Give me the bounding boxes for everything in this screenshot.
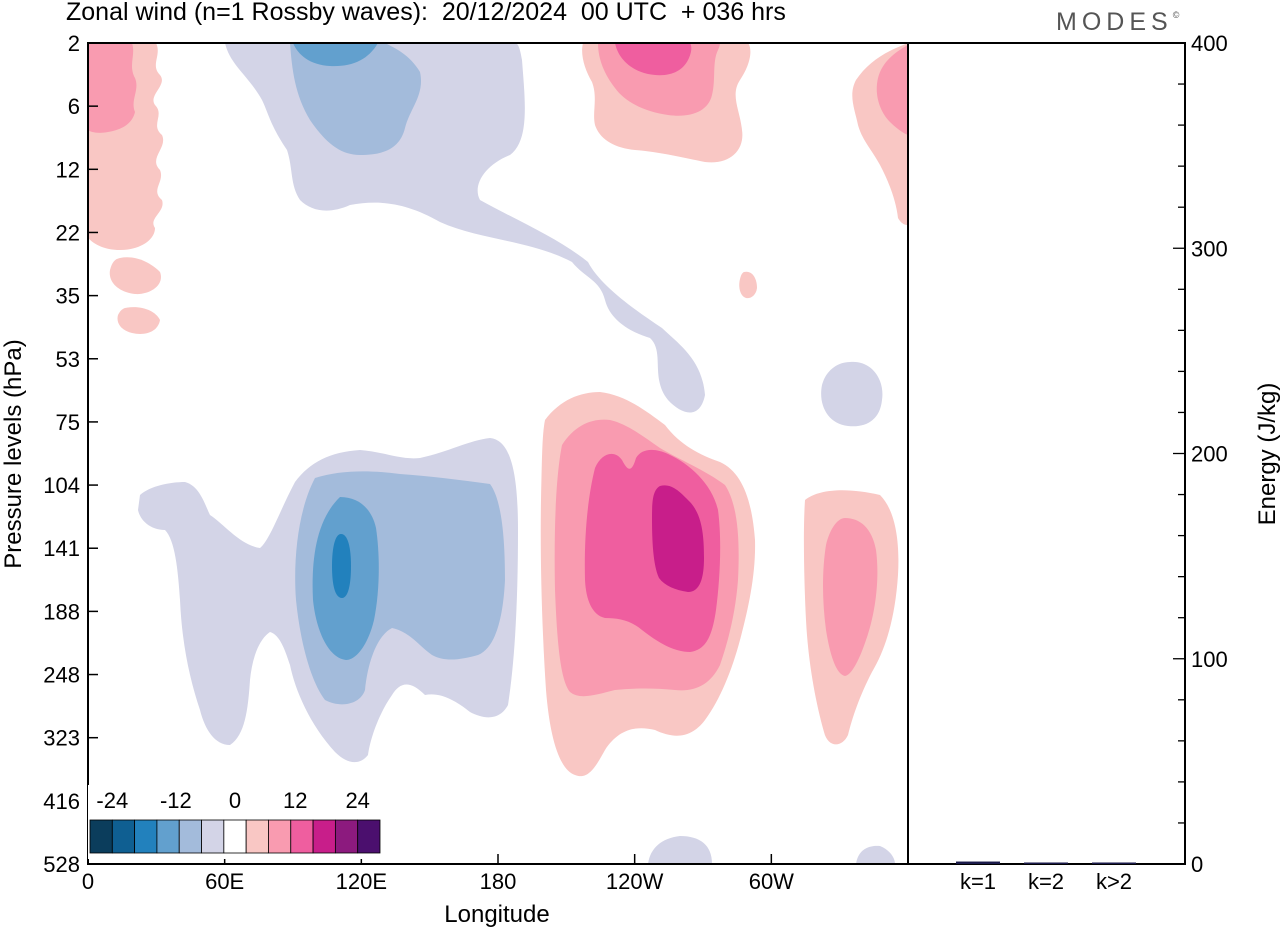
colorbar-label: 24 xyxy=(345,788,369,813)
y-tick-label: 53 xyxy=(56,347,80,372)
y-tick-label: 35 xyxy=(56,284,80,309)
energy-axis-title: Energy (J/kg) xyxy=(1254,383,1280,526)
colorbar-swatch xyxy=(290,819,314,854)
colorbar-swatch xyxy=(134,819,158,854)
y-tick-label: 248 xyxy=(43,663,80,688)
y-tick-label: 75 xyxy=(56,410,80,435)
energy-tick-label: 200 xyxy=(1191,442,1228,467)
contour-pos-eastedge-lv2 xyxy=(876,45,908,135)
y-axis-title: Pressure levels (hPa) xyxy=(0,339,27,568)
y-tick-label: 323 xyxy=(43,726,80,751)
energy-tick-label: 0 xyxy=(1191,852,1203,877)
colorbar-swatch xyxy=(357,819,381,854)
x-tick-label: 60W xyxy=(749,869,794,894)
colorbar-swatch xyxy=(201,819,225,854)
contour-neg-lower-lv4 xyxy=(332,534,351,598)
x-tick-label: 120E xyxy=(336,869,387,894)
contour-pos-blob-3 xyxy=(739,271,757,299)
colorbar-swatch xyxy=(245,819,269,854)
colorbar-swatch xyxy=(178,819,202,854)
y-tick-label: 6 xyxy=(68,94,80,119)
chart-title: Zonal wind (n=1 Rossby waves): 20/12/202… xyxy=(66,0,786,26)
colorbar-label: 12 xyxy=(283,788,307,813)
contour-pos-east-lv2 xyxy=(823,518,878,676)
colorbar-swatch xyxy=(156,819,180,854)
contour-pos-main-lv4 xyxy=(652,485,704,592)
y-tick-label: 416 xyxy=(43,789,80,814)
energy-bar xyxy=(956,861,1000,864)
energy-tick-label: 400 xyxy=(1191,31,1228,56)
energy-tick-label: 300 xyxy=(1191,236,1228,261)
y-tick-label: 528 xyxy=(43,852,80,877)
x-axis-title: Longitude xyxy=(444,901,549,928)
brand-mark: © xyxy=(1172,10,1180,20)
colorbar-swatch xyxy=(111,819,136,854)
y-tick-label: 188 xyxy=(43,599,80,624)
contour-neg-blob-east xyxy=(821,361,883,427)
y-axis: 2 6 12 22 35 53 75 104 141 188 248 323 416 528 xyxy=(43,31,98,877)
x-axis: 0 60E 120E 180 120W 60W xyxy=(82,854,794,894)
y-tick-label: 12 xyxy=(56,157,80,182)
y-tick-label: 22 xyxy=(56,220,80,245)
energy-bars: k=1 k=2 k>2 xyxy=(956,861,1136,894)
y-tick-label: 2 xyxy=(68,31,80,56)
contour-neg-upper-lv3 xyxy=(293,43,378,67)
colorbar-label: 0 xyxy=(229,788,241,813)
energy-category-label: k=1 xyxy=(960,869,996,894)
colorbar-label: -12 xyxy=(160,788,192,813)
contour-pos-upper-lv3 xyxy=(615,43,692,76)
colorbar-swatch xyxy=(312,819,336,854)
energy-bar xyxy=(1092,862,1136,864)
contour-pos-blob-1 xyxy=(109,257,161,295)
colorbar-swatch xyxy=(268,819,292,854)
energy-tick-label: 100 xyxy=(1191,647,1228,672)
x-tick-label: 0 xyxy=(82,869,94,894)
contour-neg-patch-bottom-2 xyxy=(856,845,895,864)
energy-category-label: k=2 xyxy=(1028,869,1064,894)
x-tick-label: 180 xyxy=(480,869,517,894)
energy-axis: 0 100 200 300 400 xyxy=(1173,31,1228,877)
x-tick-label: 120W xyxy=(606,869,664,894)
energy-frame xyxy=(907,42,1186,865)
brand-logo: MODES© xyxy=(1056,8,1179,37)
contour-field xyxy=(88,43,908,864)
brand-name: MODES xyxy=(1056,8,1173,36)
y-tick-label: 141 xyxy=(43,536,80,561)
energy-category-label: k>2 xyxy=(1096,869,1132,894)
colorbar-swatch xyxy=(89,819,113,854)
contour-pos-west-lv2 xyxy=(88,43,137,133)
contour-neg-patch-bottom-1 xyxy=(648,836,712,864)
colorbar-label: -24 xyxy=(96,788,128,813)
colorbar: -24 -12 0 12 24 xyxy=(88,785,381,859)
contour-neg-upper-lv2 xyxy=(290,43,422,155)
energy-bar xyxy=(1024,862,1068,864)
contour-pos-blob-2 xyxy=(117,307,160,334)
y-tick-label: 104 xyxy=(43,473,80,498)
x-tick-label: 60E xyxy=(205,869,244,894)
colorbar-swatch xyxy=(223,819,247,854)
colorbar-swatch xyxy=(334,819,359,854)
